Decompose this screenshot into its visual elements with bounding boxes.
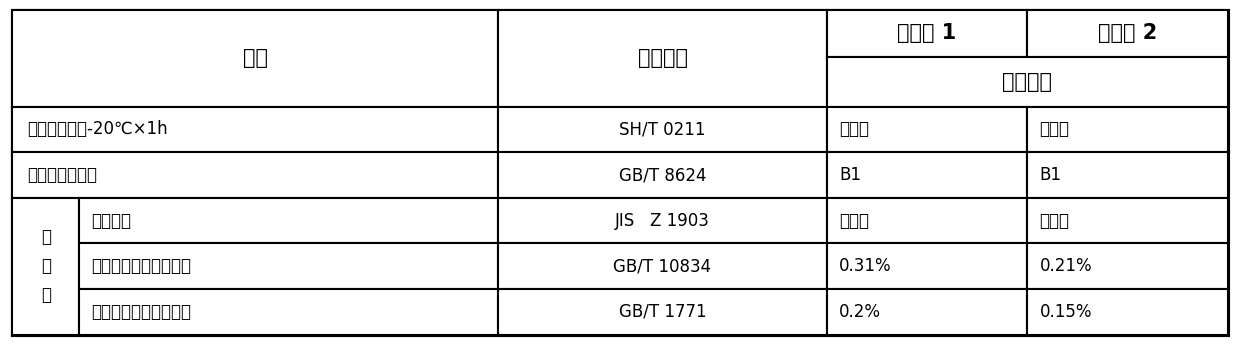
Text: 实测结果: 实测结果 [1002, 72, 1052, 91]
Text: 项目: 项目 [243, 49, 268, 69]
Bar [827, 57, 1228, 107]
Text: 盐水浸渍试验，锈蚀度: 盐水浸渍试验，锈蚀度 [92, 257, 192, 275]
Text: 0.21%: 0.21% [1039, 257, 1092, 275]
Text: 低温附着性，-20℃×1h: 低温附着性，-20℃×1h [27, 120, 167, 138]
Text: GB/T 10834: GB/T 10834 [614, 257, 712, 275]
Bar [1027, 244, 1228, 289]
Bar [79, 244, 498, 289]
Text: B1: B1 [1039, 166, 1061, 184]
Bar [827, 107, 1027, 152]
Text: 0.15%: 0.15% [1039, 303, 1092, 321]
Text: 防
腐
性: 防 腐 性 [41, 228, 51, 304]
Bar [498, 152, 827, 198]
Bar [498, 289, 827, 335]
Text: 盐水喷雾试验，锈蚀度: 盐水喷雾试验，锈蚀度 [92, 303, 192, 321]
Text: 无生锈: 无生锈 [1039, 211, 1069, 230]
Bar [827, 289, 1027, 335]
Text: 0.2%: 0.2% [839, 303, 880, 321]
Text: 不剥落: 不剥落 [839, 120, 869, 138]
Bar [827, 10, 1027, 57]
Text: 0.31%: 0.31% [839, 257, 892, 275]
Bar [827, 198, 1027, 244]
Bar [498, 107, 827, 152]
Text: 不剥落: 不剥落 [1039, 120, 1069, 138]
Bar [498, 244, 827, 289]
Text: 试验方法: 试验方法 [637, 49, 687, 69]
Text: 无生锈: 无生锈 [839, 211, 869, 230]
Text: 实施例 1: 实施例 1 [898, 23, 956, 43]
Text: SH/T 0211: SH/T 0211 [619, 120, 706, 138]
Text: 水置换性: 水置换性 [92, 211, 131, 230]
Bar [1027, 198, 1228, 244]
Text: GB/T 1771: GB/T 1771 [619, 303, 707, 321]
Bar [1027, 289, 1228, 335]
Text: JIS   Z 1903: JIS Z 1903 [615, 211, 711, 230]
Bar [79, 289, 498, 335]
Text: GB/T 8624: GB/T 8624 [619, 166, 707, 184]
Bar [498, 198, 827, 244]
Bar [12, 152, 498, 198]
Text: 阻燃性能，级别: 阻燃性能，级别 [27, 166, 97, 184]
Bar [12, 107, 498, 152]
Bar [79, 198, 498, 244]
Bar [12, 10, 498, 107]
Bar [1027, 152, 1228, 198]
Text: 实施例 2: 实施例 2 [1097, 23, 1157, 43]
Text: B1: B1 [839, 166, 861, 184]
Bar [12, 198, 79, 335]
Bar [1027, 107, 1228, 152]
Bar [827, 244, 1027, 289]
Bar [1027, 10, 1228, 57]
Bar [827, 152, 1027, 198]
Bar [498, 10, 827, 107]
